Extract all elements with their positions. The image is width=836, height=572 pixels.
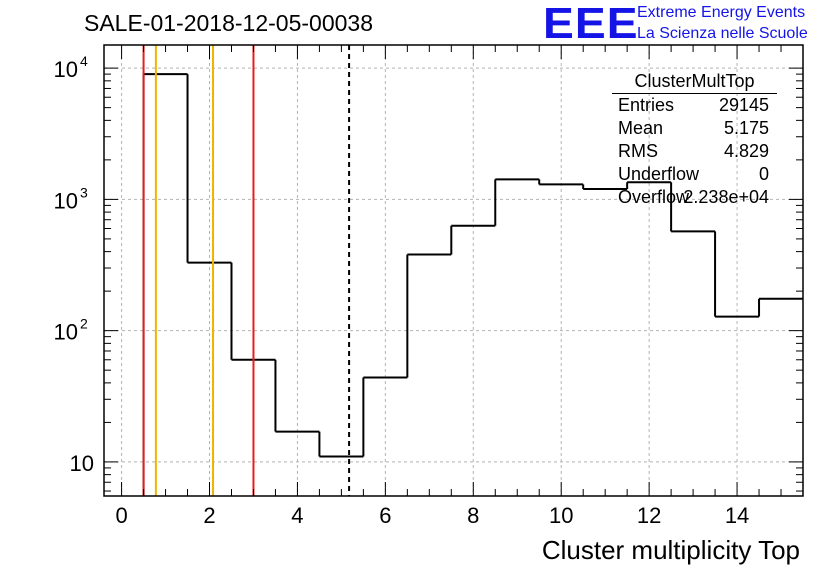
y-tick-label: 10 3	[54, 184, 88, 213]
grid-lines	[104, 45, 803, 496]
x-tick-labels: 0 2 4 6 8 10 12 14	[115, 503, 749, 528]
x-tick-label: 0	[115, 503, 127, 528]
stats-label: Entries	[618, 95, 675, 115]
x-tick-label: 10	[549, 503, 573, 528]
stats-label: Underflow	[618, 164, 700, 184]
x-tick-label: 2	[203, 503, 215, 528]
stats-row-rms: RMS 4.829	[612, 140, 777, 163]
y-tick-exponent: 3	[80, 184, 88, 200]
x-axis-label: Cluster multiplicity Top	[542, 535, 800, 565]
y-tick-base: 10	[70, 451, 94, 476]
y-tick-exponent: 2	[80, 316, 88, 332]
x-tick-label: 14	[725, 503, 749, 528]
stats-value: 2.238e+04	[683, 187, 769, 207]
plot-frame	[103, 44, 804, 497]
stats-row-overflow: Overflow 2.238e+04	[612, 186, 777, 209]
eee-logo: EEE	[543, 0, 639, 48]
stats-row-entries: Entries 29145	[612, 94, 777, 117]
y-tick-label: 10 2	[54, 316, 88, 345]
y-tick-base: 10	[54, 320, 78, 345]
stats-box: ClusterMultTop Entries 29145 Mean 5.175 RMS 4…	[612, 70, 777, 209]
stats-value: 4.829	[723, 141, 769, 161]
logo-subtitle-line2: La Scienza nelle Scuole	[637, 25, 808, 42]
y-tick-exponent: 4	[80, 53, 88, 69]
stats-label: RMS	[618, 141, 658, 161]
y-tick-base: 10	[54, 57, 78, 82]
marker-lines	[142, 45, 351, 496]
y-tick-base: 10	[54, 188, 78, 213]
stats-row-mean: Mean 5.175	[612, 117, 777, 140]
stats-value: 0	[758, 164, 769, 184]
x-tick-label: 6	[379, 503, 391, 528]
stats-label: Mean	[618, 118, 664, 138]
stats-row-underflow: Underflow 0	[612, 163, 777, 186]
y-tick-label: 10 4	[54, 53, 88, 82]
stats-value: 29145	[718, 95, 769, 115]
chart-title: SALE-01-2018-12-05-00038	[84, 10, 373, 36]
x-tick-label: 12	[637, 503, 661, 528]
x-tick-label: 4	[291, 503, 303, 528]
stats-value: 5.175	[723, 118, 769, 138]
x-tick-label: 8	[467, 503, 479, 528]
logo-subtitle-line1: Extreme Energy Events	[637, 4, 806, 21]
y-tick-label: 10	[70, 451, 94, 476]
stats-box-title: ClusterMultTop	[612, 70, 777, 94]
axis-ticks	[104, 45, 803, 496]
stats-label: Overflow	[618, 187, 690, 207]
